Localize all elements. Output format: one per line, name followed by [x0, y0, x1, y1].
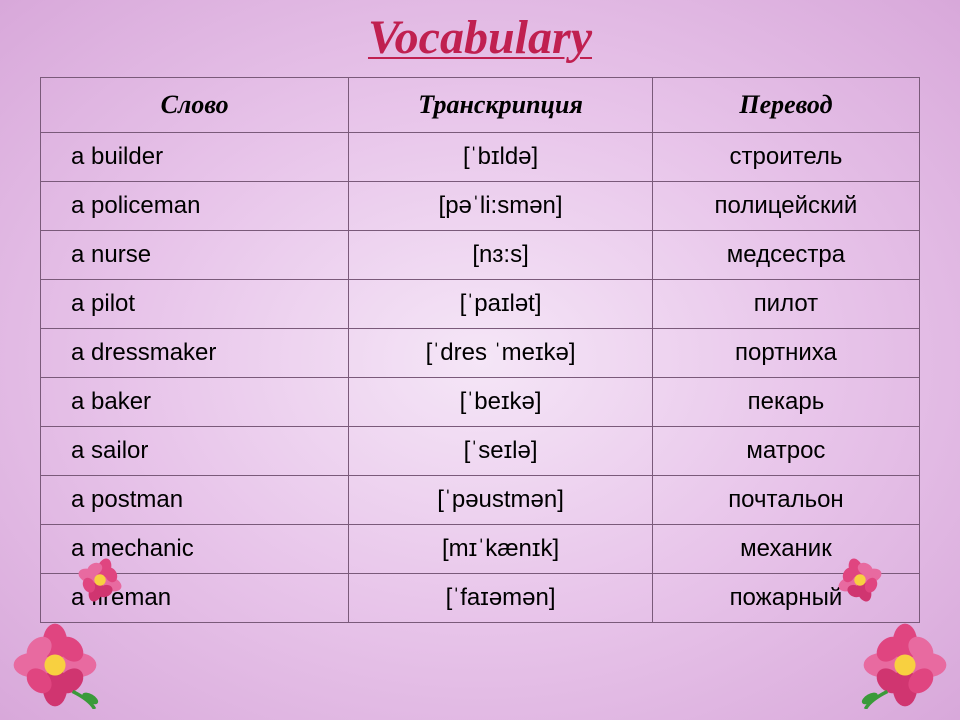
cell-transcription: [mɪˈkænɪk]	[349, 525, 653, 574]
cell-word: a builder	[41, 133, 349, 182]
cell-transcription: [ˈpaɪlət]	[349, 280, 653, 329]
flower-icon	[861, 621, 949, 709]
col-word: Слово	[41, 78, 349, 133]
cell-word: a postman	[41, 476, 349, 525]
table-row: a dressmaker[ˈdres ˈmeɪkə]портниха	[41, 329, 920, 378]
cell-transcription: [ˈfaɪəmən]	[349, 574, 653, 623]
table-row: a baker[ˈbeɪkə]пекарь	[41, 378, 920, 427]
cell-translation: строитель	[652, 133, 919, 182]
cell-transcription: [ˈdres ˈmeɪkə]	[349, 329, 653, 378]
cell-transcription: [ˈbɪldə]	[349, 133, 653, 182]
flower-icon	[11, 621, 99, 709]
cell-translation: почтальон	[652, 476, 919, 525]
cell-translation: пекарь	[652, 378, 919, 427]
cell-transcription: [ˈseɪlə]	[349, 427, 653, 476]
cell-word: a baker	[41, 378, 349, 427]
table-row: a sailor[ˈseɪlə]матрос	[41, 427, 920, 476]
cell-transcription: [ˈpəustmən]	[349, 476, 653, 525]
cell-word: a policeman	[41, 182, 349, 231]
cell-word: a sailor	[41, 427, 349, 476]
cell-translation: портниха	[652, 329, 919, 378]
table-row: a fireman[ˈfaɪəmən]пожарный	[41, 574, 920, 623]
cell-transcription: [nɜ:s]	[349, 231, 653, 280]
cell-transcription: [ˈbeɪkə]	[349, 378, 653, 427]
cell-word: a pilot	[41, 280, 349, 329]
table-row: a pilot[ˈpaɪlət]пилот	[41, 280, 920, 329]
table-header-row: Слово Транскрипция Перевод	[41, 78, 920, 133]
page-title: Vocabulary	[0, 0, 960, 77]
table-row: a builder[ˈbɪldə]строитель	[41, 133, 920, 182]
cell-translation: пилот	[652, 280, 919, 329]
table-row: a postman[ˈpəustmən]почтальон	[41, 476, 920, 525]
cell-translation: медсестра	[652, 231, 919, 280]
table-row: a nurse[nɜ:s]медсестра	[41, 231, 920, 280]
cell-word: a nurse	[41, 231, 349, 280]
vocabulary-table: Слово Транскрипция Перевод a builder[ˈbɪ…	[40, 77, 920, 623]
table-row: a policeman[pəˈli:smən]полицейский	[41, 182, 920, 231]
col-trl: Перевод	[652, 78, 919, 133]
col-trans: Транскрипция	[349, 78, 653, 133]
vocabulary-table-wrap: Слово Транскрипция Перевод a builder[ˈbɪ…	[0, 77, 960, 623]
cell-translation: полицейский	[652, 182, 919, 231]
cell-transcription: [pəˈli:smən]	[349, 182, 653, 231]
table-row: a mechanic[mɪˈkænɪk]механик	[41, 525, 920, 574]
cell-translation: матрос	[652, 427, 919, 476]
cell-word: a dressmaker	[41, 329, 349, 378]
